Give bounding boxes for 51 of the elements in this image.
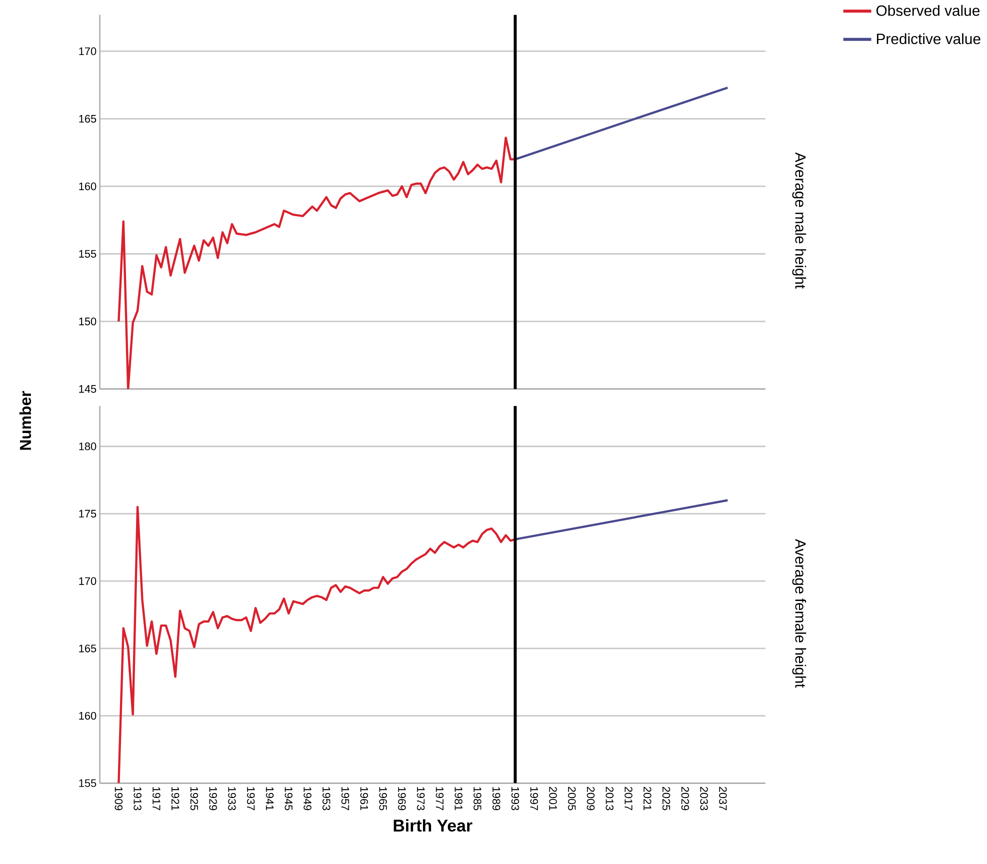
x-tick-label: 1953 [322,787,330,810]
y2-axis-title: Average female height [792,538,806,688]
x-tick-label: 2029 [681,786,690,810]
x-tick-label: 1993 [511,787,520,810]
x-tick-label: 1969 [398,787,406,810]
x-tick-label: 1997 [530,787,538,810]
y-tick-label: 170 [79,577,96,585]
y-tick-label: 155 [79,250,96,258]
x-tick-label: 1945 [284,787,292,810]
x-tick-label: 1925 [190,787,198,810]
x-tick-label: 2009 [586,786,595,810]
x-tick-label: 1961 [360,787,368,810]
y-tick-label: 160 [79,182,96,190]
x-tick-label: 1909 [114,787,123,810]
x-tick-label: 2021 [644,786,652,810]
x-tick-label: 2001 [549,786,557,810]
x-tick-label: 1949 [304,787,312,810]
x-tick-label: 2013 [606,786,614,810]
y-tick-label: 175 [79,510,96,518]
x-tick-label: 1913 [134,787,142,810]
x-tick-label: 1929 [209,787,217,810]
x-tick-label: 1973 [416,787,425,810]
y-tick-label: 165 [79,114,96,123]
x-tick-label: 1965 [379,787,387,810]
x-tick-label: 2017 [624,786,632,810]
y2-axis-title: Average male height [792,152,806,289]
x-tick-label: 2025 [662,786,670,810]
y-tick-label: 170 [79,47,96,56]
legend-label: Predictive value [876,33,980,44]
x-tick-label: 1989 [492,787,500,810]
y-tick-label: 180 [79,442,96,450]
x-tick-label: 2037 [719,786,727,810]
y-tick-label: 150 [79,318,96,326]
x-tick-label: 2005 [568,786,576,810]
x-tick-label: 1921 [171,787,180,810]
y-tick-label: 160 [79,712,96,720]
x-tick-label: 1957 [341,787,350,810]
x-tick-label: 1937 [246,787,255,810]
x-tick-label: 1985 [474,787,482,810]
y-tick-label: 155 [79,779,96,787]
x-tick-label: 1981 [454,787,462,810]
x-axis-title: Birth Year [394,819,472,832]
y-tick-label: 145 [79,385,96,393]
x-tick-label: 1977 [436,787,444,810]
x-tick-label: 1933 [228,787,236,810]
y-tick-label: 165 [79,644,96,652]
x-tick-label: 1941 [266,787,274,810]
x-tick-label: 2033 [700,786,708,810]
y-axis-title: Number [19,390,32,450]
legend-label: Observed value [876,4,980,16]
x-tick-label: 1917 [152,787,160,810]
